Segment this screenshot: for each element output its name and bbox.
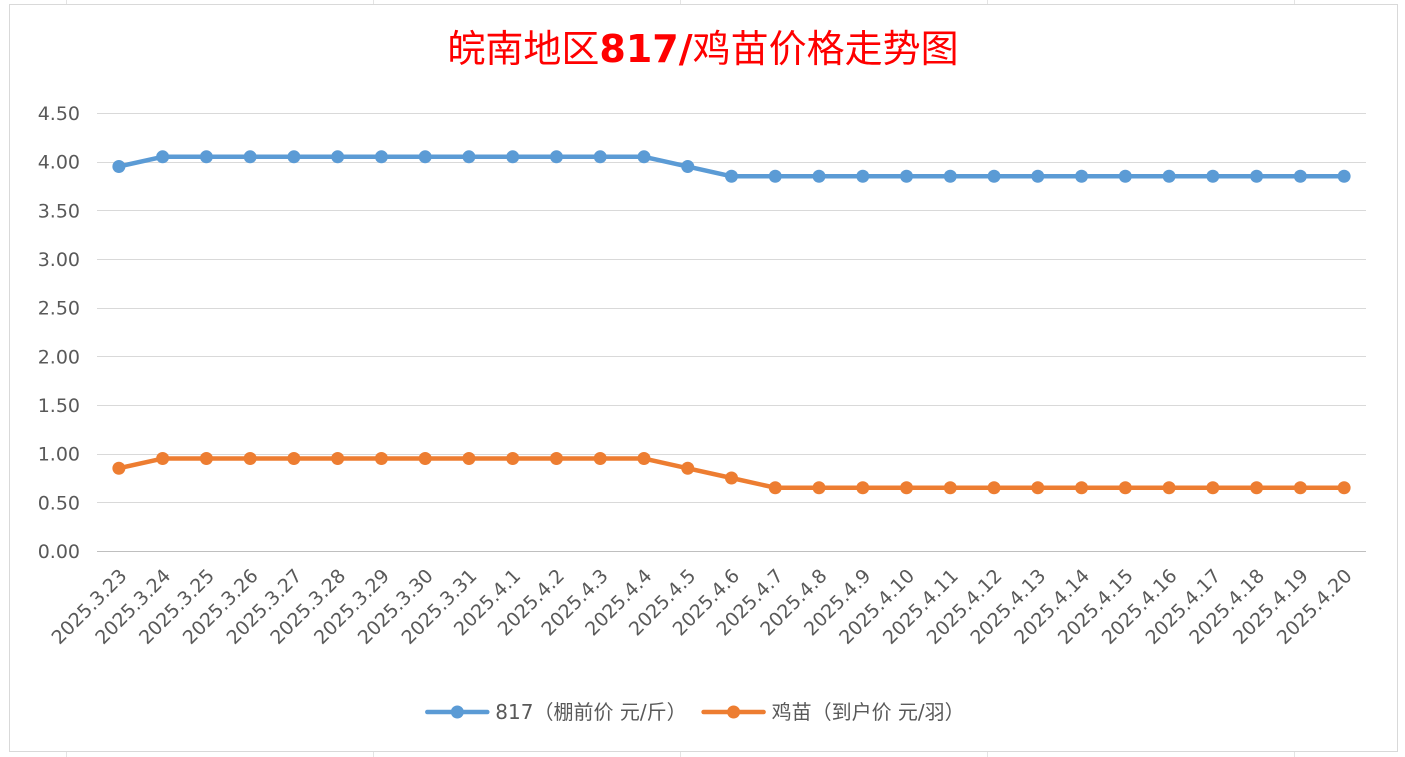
data-point-marker[interactable]	[900, 169, 914, 183]
data-point-marker[interactable]	[943, 169, 957, 183]
data-point-marker[interactable]	[637, 150, 651, 164]
data-point-marker[interactable]	[374, 150, 388, 164]
data-point-marker[interactable]	[768, 481, 782, 495]
data-point-marker[interactable]	[768, 169, 782, 183]
data-point-marker[interactable]	[1337, 169, 1351, 183]
data-point-marker[interactable]	[987, 481, 1001, 495]
y-tick-label: 0.00	[38, 541, 80, 563]
data-point-marker[interactable]	[331, 452, 345, 466]
data-point-marker[interactable]	[549, 150, 563, 164]
data-point-marker[interactable]	[287, 150, 301, 164]
plot-series	[112, 150, 1351, 495]
y-tick-label: 3.00	[38, 249, 80, 271]
chart-title-segment: 皖南地区	[447, 27, 599, 71]
chart-title-segment: 817/	[599, 27, 692, 71]
data-point-marker[interactable]	[725, 169, 738, 183]
data-point-marker[interactable]	[243, 150, 257, 164]
data-point-marker[interactable]	[637, 452, 651, 466]
series-2[interactable]	[112, 452, 1351, 495]
data-point-marker[interactable]	[1031, 481, 1045, 495]
data-point-marker[interactable]	[725, 471, 738, 485]
y-tick-label: 0.50	[38, 492, 80, 514]
data-point-marker[interactable]	[243, 452, 257, 466]
data-point-marker[interactable]	[1293, 169, 1307, 183]
data-point-marker[interactable]	[1118, 481, 1132, 495]
gridlines	[97, 113, 1366, 552]
y-tick-label: 2.50	[38, 298, 80, 320]
chart-title: 皖南地区817/鸡苗价格走势图	[447, 27, 958, 71]
data-point-marker[interactable]	[374, 452, 388, 466]
data-point-marker[interactable]	[462, 150, 476, 164]
legend-marker	[727, 705, 741, 719]
y-tick-label: 1.50	[38, 395, 80, 417]
legend-label: 鸡苗（到户价 元/羽）	[772, 700, 965, 724]
data-point-marker[interactable]	[900, 481, 914, 495]
data-point-marker[interactable]	[112, 461, 126, 475]
data-point-marker[interactable]	[987, 169, 1001, 183]
chart-area[interactable]	[9, 4, 1398, 752]
y-tick-label: 2.00	[38, 346, 80, 368]
chart-title-segment: 鸡苗价格走势图	[693, 27, 959, 71]
data-point-marker[interactable]	[549, 452, 563, 466]
data-point-marker[interactable]	[156, 452, 170, 466]
y-axis-labels: 0.00 0.50 1.00 1.50 2.00 2.50 3.00 3.50 4.00 4.50	[38, 103, 80, 563]
data-point-marker[interactable]	[593, 150, 607, 164]
data-point-marker[interactable]	[1250, 169, 1264, 183]
data-point-marker[interactable]	[1206, 169, 1220, 183]
data-point-marker[interactable]	[1162, 481, 1176, 495]
data-point-marker[interactable]	[1293, 481, 1307, 495]
data-point-marker[interactable]	[506, 452, 520, 466]
series-1[interactable]	[112, 150, 1351, 183]
y-tick-label: 4.50	[38, 103, 80, 125]
legend-item[interactable]: 817（棚前价 元/斤）	[425, 700, 687, 724]
data-point-marker[interactable]	[856, 169, 870, 183]
data-point-marker[interactable]	[812, 169, 826, 183]
data-point-marker[interactable]	[112, 160, 126, 174]
data-point-marker[interactable]	[1162, 169, 1176, 183]
data-point-marker[interactable]	[418, 150, 432, 164]
data-point-marker[interactable]	[1118, 169, 1132, 183]
data-point-marker[interactable]	[856, 481, 870, 495]
data-point-marker[interactable]	[418, 452, 432, 466]
data-point-marker[interactable]	[943, 481, 957, 495]
y-tick-label: 4.00	[38, 152, 80, 174]
data-point-marker[interactable]	[681, 160, 695, 174]
legend-label: 817（棚前价 元/斤）	[495, 700, 686, 724]
data-point-marker[interactable]	[1075, 169, 1089, 183]
data-point-marker[interactable]	[1075, 481, 1089, 495]
data-point-marker[interactable]	[506, 150, 520, 164]
data-point-marker[interactable]	[1206, 481, 1220, 495]
y-tick-label: 3.50	[38, 200, 80, 222]
data-point-marker[interactable]	[287, 452, 301, 466]
legend-item[interactable]: 鸡苗（到户价 元/羽）	[701, 700, 965, 724]
data-point-marker[interactable]	[199, 452, 213, 466]
data-point-marker[interactable]	[1337, 481, 1351, 495]
data-point-marker[interactable]	[1031, 169, 1045, 183]
x-axis-labels: 2025.3.232025.3.242025.3.252025.3.262025…	[47, 565, 1356, 649]
data-point-marker[interactable]	[462, 452, 476, 466]
data-point-marker[interactable]	[593, 452, 607, 466]
y-tick-label: 1.00	[38, 444, 80, 466]
legend[interactable]: 817（棚前价 元/斤） 鸡苗（到户价 元/羽）	[425, 700, 965, 724]
data-point-marker[interactable]	[331, 150, 345, 164]
data-point-marker[interactable]	[156, 150, 170, 164]
data-point-marker[interactable]	[1250, 481, 1264, 495]
data-point-marker[interactable]	[199, 150, 213, 164]
legend-marker	[450, 705, 464, 719]
data-point-marker[interactable]	[681, 461, 695, 475]
data-point-marker[interactable]	[812, 481, 826, 495]
